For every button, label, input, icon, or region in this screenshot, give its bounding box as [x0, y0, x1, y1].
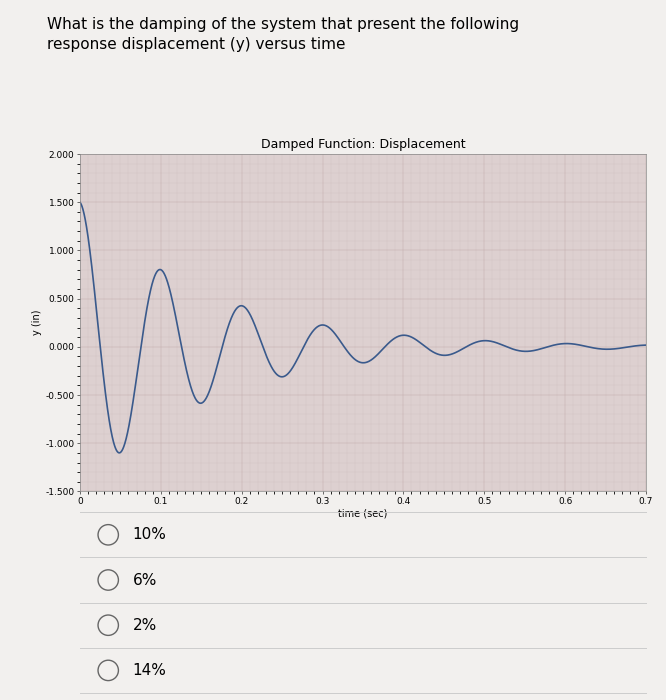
Text: 2%: 2%	[133, 617, 157, 633]
Text: 6%: 6%	[133, 573, 157, 587]
Text: 10%: 10%	[133, 527, 166, 542]
Title: Damped Function: Displacement: Damped Function: Displacement	[260, 139, 466, 151]
Text: 14%: 14%	[133, 663, 166, 678]
Y-axis label: y (in): y (in)	[33, 310, 43, 335]
Text: What is the damping of the system that present the following
response displaceme: What is the damping of the system that p…	[47, 18, 519, 52]
X-axis label: time (sec): time (sec)	[338, 509, 388, 519]
